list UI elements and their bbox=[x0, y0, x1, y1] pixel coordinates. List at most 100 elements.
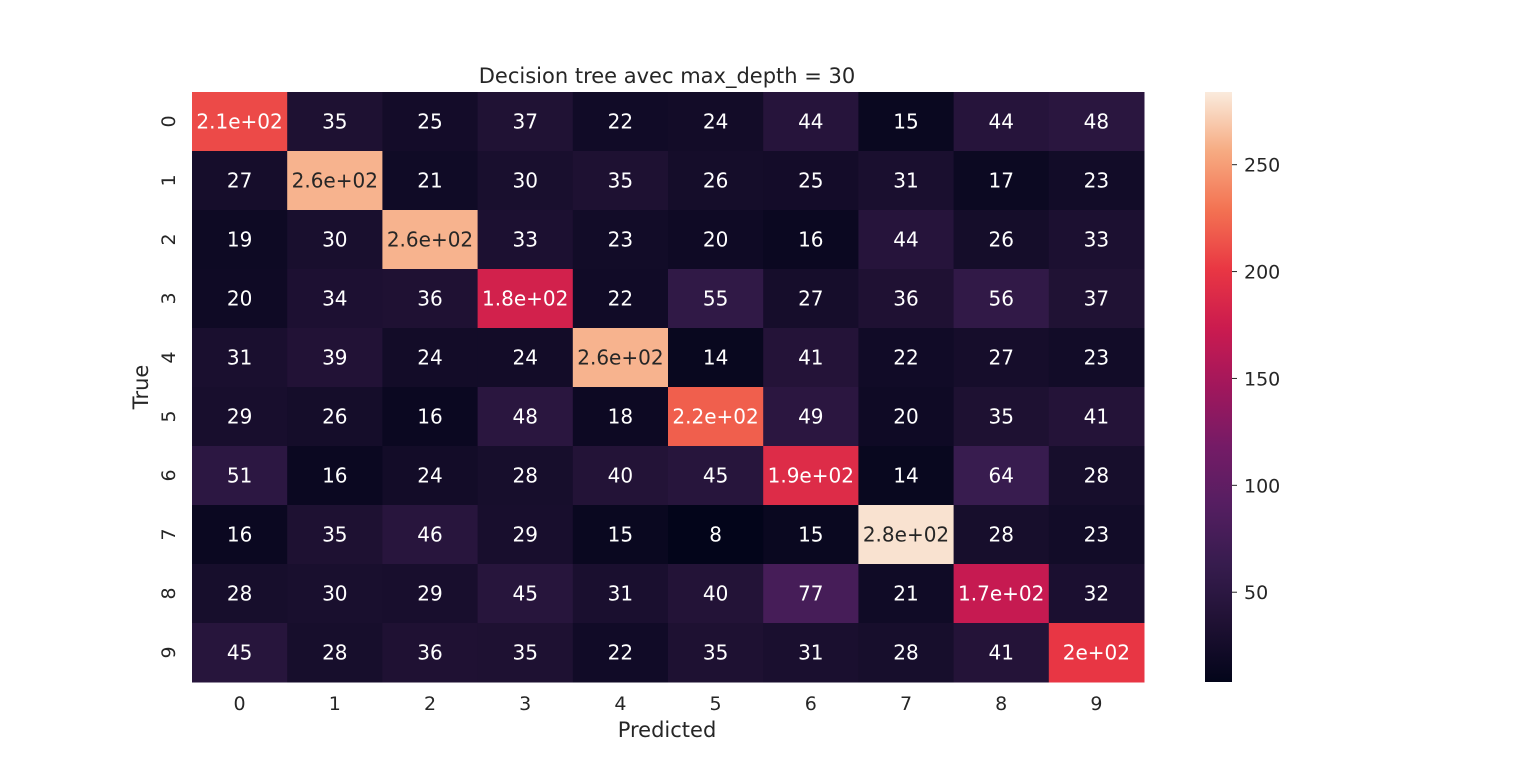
cell-value-label: 1.8e+02 bbox=[482, 287, 568, 311]
cell-value-label: 8 bbox=[709, 523, 722, 547]
x-tick-label: 5 bbox=[710, 693, 722, 715]
cell-value-label: 25 bbox=[417, 110, 442, 134]
heatmap-cell bbox=[668, 623, 764, 683]
heatmap-cell bbox=[1048, 328, 1145, 388]
cell-value-label: 41 bbox=[798, 346, 823, 370]
heatmap-cell bbox=[287, 328, 383, 388]
cell-value-label: 21 bbox=[417, 169, 442, 193]
cell-value-label: 36 bbox=[417, 641, 442, 665]
heatmap-cell bbox=[668, 564, 764, 624]
heatmap-cell bbox=[1048, 269, 1145, 329]
cell-value-label: 31 bbox=[608, 582, 633, 606]
x-tick-label: 2 bbox=[424, 693, 436, 715]
cell-value-label: 51 bbox=[227, 464, 252, 488]
cell-value-label: 27 bbox=[988, 346, 1013, 370]
cell-value-label: 24 bbox=[417, 346, 442, 370]
cell-value-label: 2.2e+02 bbox=[672, 405, 758, 429]
heatmap-cell bbox=[1048, 92, 1145, 152]
heatmap-cell bbox=[858, 210, 955, 270]
cell-value-label: 32 bbox=[1084, 582, 1109, 606]
cell-value-label: 2.1e+02 bbox=[196, 110, 282, 134]
heatmap-cell bbox=[858, 446, 955, 506]
cell-value-label: 31 bbox=[893, 169, 918, 193]
cell-value-label: 44 bbox=[798, 110, 823, 134]
cell-value-label: 35 bbox=[322, 523, 347, 547]
heatmap-cell bbox=[477, 387, 574, 447]
cell-value-label: 20 bbox=[893, 405, 918, 429]
heatmap-cell bbox=[763, 505, 859, 565]
cell-value-label: 23 bbox=[1084, 523, 1109, 547]
cell-value-label: 16 bbox=[227, 523, 252, 547]
heatmap-cell bbox=[287, 92, 383, 152]
cell-value-label: 28 bbox=[227, 582, 252, 606]
cell-value-label: 17 bbox=[988, 169, 1013, 193]
heatmap-cell bbox=[477, 328, 574, 388]
heatmap-cell bbox=[572, 387, 669, 447]
cell-value-label: 2.6e+02 bbox=[577, 346, 663, 370]
heatmap-cell bbox=[668, 269, 764, 329]
heatmap-cell bbox=[287, 623, 383, 683]
cell-value-label: 22 bbox=[608, 110, 633, 134]
cell-value-label: 20 bbox=[227, 287, 252, 311]
heatmap-cell-labels: 2.1e+02 35 25 37 22 24 44 15 44 48 27 2.6e+02 21 30 35… bbox=[196, 110, 1130, 665]
cell-value-label: 2.6e+02 bbox=[387, 228, 473, 252]
cell-value-label: 29 bbox=[417, 582, 442, 606]
cell-value-label: 23 bbox=[608, 228, 633, 252]
cell-value-label: 24 bbox=[512, 346, 537, 370]
cell-value-label: 35 bbox=[988, 405, 1013, 429]
cell-value-label: 35 bbox=[512, 641, 537, 665]
cell-value-label: 1.7e+02 bbox=[958, 582, 1044, 606]
heatmap-cell bbox=[192, 269, 288, 329]
heatmap-cell bbox=[953, 564, 1050, 624]
heatmap-cell bbox=[382, 446, 479, 506]
heatmap-cell bbox=[572, 151, 669, 211]
heatmap-cell bbox=[763, 92, 859, 152]
cell-value-label: 31 bbox=[798, 641, 823, 665]
x-tick-label: 1 bbox=[329, 693, 341, 715]
cell-value-label: 44 bbox=[988, 110, 1013, 134]
heatmap-cell bbox=[953, 210, 1050, 270]
colorbar bbox=[1205, 92, 1232, 682]
heatmap-cell bbox=[572, 505, 669, 565]
heatmap-cell bbox=[192, 210, 288, 270]
heatmap-cell bbox=[668, 446, 764, 506]
cell-value-label: 25 bbox=[798, 169, 823, 193]
cell-value-label: 28 bbox=[322, 641, 347, 665]
x-tick-label: 6 bbox=[805, 693, 817, 715]
heatmap-cell bbox=[668, 387, 764, 447]
cell-value-label: 40 bbox=[608, 464, 633, 488]
heatmap-cell bbox=[668, 151, 764, 211]
heatmap-cell bbox=[763, 623, 859, 683]
heatmap-cell bbox=[382, 505, 479, 565]
cell-value-label: 23 bbox=[1084, 346, 1109, 370]
heatmap-cell bbox=[382, 387, 479, 447]
cell-value-label: 23 bbox=[1084, 169, 1109, 193]
heatmap-cell bbox=[192, 92, 288, 152]
cell-value-label: 64 bbox=[988, 464, 1013, 488]
heatmap-cell bbox=[953, 387, 1050, 447]
cell-value-label: 36 bbox=[893, 287, 918, 311]
heatmap-cell bbox=[858, 387, 955, 447]
y-tick-label: 5 bbox=[158, 410, 180, 422]
heatmap-cell bbox=[668, 505, 764, 565]
heatmap-cell bbox=[1048, 151, 1145, 211]
cell-value-label: 24 bbox=[417, 464, 442, 488]
y-tick-labels: 0 1 2 3 4 5 6 7 8 9 bbox=[158, 115, 180, 658]
cell-value-label: 35 bbox=[608, 169, 633, 193]
x-tick-label: 8 bbox=[995, 693, 1007, 715]
heatmap-cell bbox=[668, 210, 764, 270]
heatmap-cell bbox=[763, 328, 859, 388]
heatmap-cell bbox=[477, 151, 574, 211]
cell-value-label: 48 bbox=[1084, 110, 1109, 134]
cell-value-label: 77 bbox=[798, 582, 823, 606]
cell-value-label: 35 bbox=[703, 641, 728, 665]
cell-value-label: 26 bbox=[988, 228, 1013, 252]
cell-value-label: 28 bbox=[1084, 464, 1109, 488]
y-tick-label: 8 bbox=[158, 587, 180, 599]
heatmap-cell bbox=[382, 151, 479, 211]
cell-value-label: 28 bbox=[893, 641, 918, 665]
heatmap-cell bbox=[953, 92, 1050, 152]
y-tick-label: 3 bbox=[158, 292, 180, 304]
x-axis-label: Predicted bbox=[618, 718, 717, 742]
heatmap-cell bbox=[192, 328, 288, 388]
